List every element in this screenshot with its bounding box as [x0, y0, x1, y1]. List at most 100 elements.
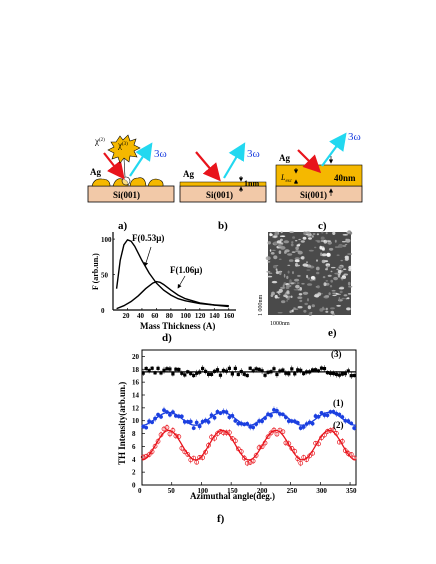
f-point [221, 430, 226, 436]
f-point [182, 419, 187, 424]
afm-grain [299, 299, 303, 303]
afm-grain [277, 312, 283, 314]
afm-grain [331, 289, 336, 292]
afm-grain [279, 238, 283, 242]
afm-grain [266, 270, 271, 273]
f-point [316, 414, 321, 419]
f-point [182, 449, 188, 455]
f-frame [141, 349, 357, 486]
f-point [167, 431, 173, 437]
substrate-label-a: Si(001) [113, 190, 140, 200]
afm-grain [302, 236, 307, 240]
d-x-tick-label: 140 [209, 312, 220, 320]
afm-grain [280, 246, 286, 250]
f-point [325, 371, 330, 375]
f-point [144, 425, 149, 430]
f-point [334, 411, 339, 416]
afm-grain [326, 252, 331, 257]
f-point [164, 425, 170, 430]
afm-grain [308, 249, 314, 252]
f-point [334, 372, 338, 376]
f-point [339, 439, 345, 444]
afm-grain [333, 276, 338, 281]
f-point [209, 413, 214, 418]
afm-grain [287, 264, 291, 266]
f-point [232, 438, 238, 444]
f-point [221, 409, 226, 414]
f-point [242, 372, 246, 376]
f-point [254, 367, 258, 371]
afm-grain [292, 271, 294, 275]
afm-grain [348, 268, 353, 272]
d-x-tick-label: 80 [166, 312, 174, 320]
afm-grain [296, 244, 301, 247]
f-point [346, 369, 350, 373]
f-point [343, 418, 348, 423]
afm-grain [336, 254, 340, 256]
afm-grain [282, 284, 285, 288]
afm-grain [326, 266, 329, 271]
afm-grain [325, 280, 329, 282]
f-point [221, 368, 226, 373]
f-point [162, 408, 166, 413]
f-point [251, 425, 256, 430]
afm-grain [345, 238, 351, 243]
afm-grain [336, 304, 341, 307]
afm-grain [322, 276, 326, 279]
f-point [263, 373, 267, 377]
f-point [319, 435, 324, 441]
afm-grain [323, 295, 330, 299]
afm-grain [310, 275, 316, 280]
f-point [313, 368, 318, 372]
thickness-label-b: 1nm [244, 179, 259, 188]
f-point [238, 449, 244, 454]
f-y-tick-label: 18 [132, 366, 140, 374]
f-point [212, 415, 217, 420]
afm-grain [291, 241, 294, 244]
f-point [194, 420, 199, 425]
afm-grain [294, 278, 300, 282]
f-point [233, 418, 238, 423]
chi3-label: χ(3) [117, 140, 128, 150]
f-point [295, 456, 301, 462]
ag-film-b [179, 181, 267, 187]
f-point [289, 446, 295, 451]
f-point [227, 366, 231, 370]
f-point [280, 412, 285, 417]
f-point [262, 440, 268, 446]
f-point [256, 445, 262, 450]
f-point [171, 372, 175, 376]
afm-grain [338, 287, 344, 290]
d-x-tick-label: 160 [224, 312, 235, 320]
afm-grain [286, 275, 289, 280]
f-point [269, 370, 273, 374]
f-point [271, 427, 277, 433]
f-point [156, 412, 160, 417]
harmonic-label-c: 3ω [348, 131, 361, 143]
afm-grain [346, 231, 351, 234]
f-point [230, 436, 235, 441]
f-point [177, 367, 181, 372]
curve2-pointer [177, 275, 186, 289]
afm-grain [283, 294, 287, 298]
afm-grain [297, 289, 301, 291]
f-point [293, 372, 297, 376]
f-point [257, 367, 261, 372]
afm-grain [269, 233, 273, 236]
f-point [328, 410, 333, 414]
afm-grain [278, 250, 282, 254]
f-point [201, 366, 205, 371]
f-point [340, 372, 344, 376]
ag-island [129, 177, 147, 187]
f-point [168, 367, 172, 371]
f-y-tick-label: 12 [132, 404, 140, 412]
harmonic-beam-b [223, 142, 246, 179]
afm-grain [347, 281, 351, 286]
f-point [153, 416, 157, 421]
afm-grain [266, 261, 271, 263]
f-point [227, 415, 232, 420]
afm-grain [280, 230, 283, 234]
afm-grain [281, 300, 286, 304]
f-point [245, 373, 249, 378]
f-point [298, 460, 304, 466]
